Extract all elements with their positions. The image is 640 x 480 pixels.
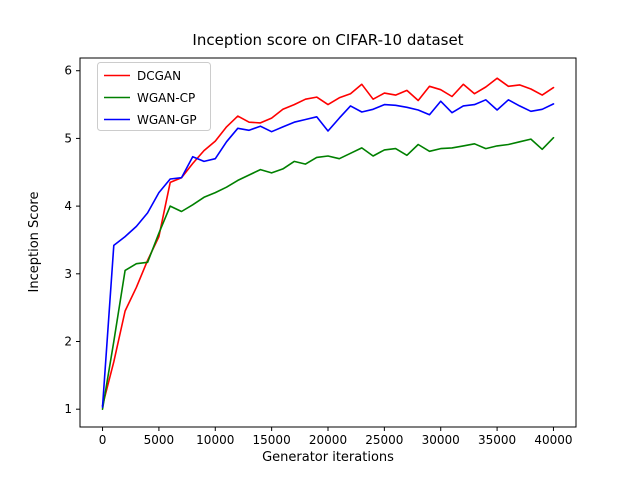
- x-tick-label: 40000: [534, 433, 572, 447]
- x-tick-label: 15000: [253, 433, 291, 447]
- legend-label-wgan-gp: WGAN-GP: [137, 113, 197, 127]
- y-tick-label: 1: [64, 402, 72, 416]
- legend-item-dcgan: DCGAN: [104, 69, 181, 83]
- x-axis-ticks: 0 5000 10000 15000 20000 25000 30000 35000 40000: [99, 427, 573, 447]
- legend-box: [97, 62, 211, 131]
- dcgan-line: [101, 77, 555, 407]
- y-tick-label: 5: [64, 131, 72, 145]
- x-axis-label: Generator iterations: [262, 450, 394, 465]
- legend-label-wgan-cp: WGAN-CP: [137, 91, 195, 105]
- y-axis-ticks: 1 2 3 4 5 6: [64, 64, 80, 416]
- y-tick-label: 3: [64, 267, 72, 281]
- legend: DCGAN WGAN-CP WGAN-GP: [97, 62, 211, 131]
- x-tick-label: 0: [99, 433, 107, 447]
- y-tick-label: 6: [64, 64, 72, 78]
- x-tick-label: 35000: [478, 433, 516, 447]
- legend-item-wgan-gp: WGAN-GP: [104, 113, 197, 127]
- wgan-cp-line: [101, 136, 555, 411]
- x-tick-label: 30000: [422, 433, 460, 447]
- y-axis-label: Inception Score: [27, 192, 42, 293]
- x-tick-label: 5000: [144, 433, 175, 447]
- legend-item-wgan-cp: WGAN-CP: [104, 91, 195, 105]
- x-tick-label: 25000: [365, 433, 403, 447]
- series-lines: [101, 77, 555, 411]
- wgan-gp-line: [101, 99, 555, 409]
- x-tick-label: 20000: [309, 433, 347, 447]
- y-tick-label: 2: [64, 335, 72, 349]
- chart-title: Inception score on CIFAR-10 dataset: [192, 31, 463, 49]
- x-tick-label: 10000: [196, 433, 234, 447]
- y-tick-label: 4: [64, 199, 72, 213]
- legend-label-dcgan: DCGAN: [137, 69, 181, 83]
